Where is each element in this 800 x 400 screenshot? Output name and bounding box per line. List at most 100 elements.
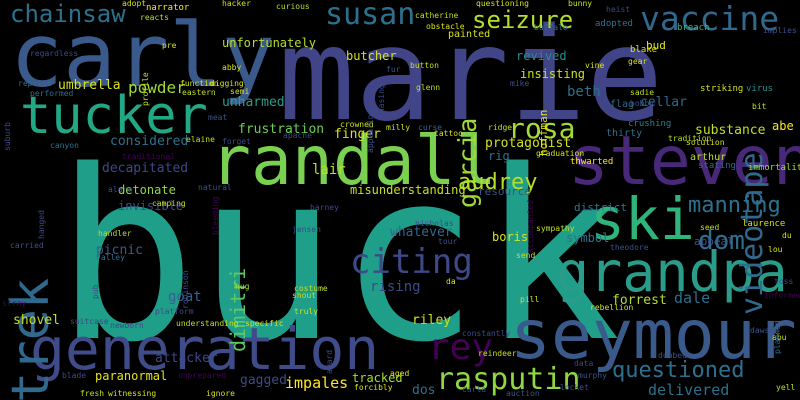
word-revived: revived — [516, 49, 567, 63]
word-meat: meat — [208, 113, 228, 122]
word-adopt: adopt — [122, 0, 147, 8]
word-bunny: bunny — [568, 0, 593, 8]
word-paranormal: paranormal — [95, 369, 168, 383]
word-gagged: gagged — [240, 373, 287, 388]
word-hacker: hacker — [222, 0, 251, 8]
word-marie: marie — [278, 1, 664, 150]
word-detonate: detonate — [118, 183, 176, 197]
word-yell: yell — [776, 383, 796, 392]
word-handler: handler — [98, 229, 132, 238]
word-data: data — [574, 359, 594, 368]
word-fresh: fresh — [80, 389, 105, 398]
word-rasputin: rasputin — [436, 362, 581, 397]
word-pill: pill — [520, 295, 540, 304]
word-digging: digging — [210, 79, 244, 88]
word-blake: blake — [630, 45, 658, 55]
word-locket: locket — [560, 383, 589, 392]
word-invisible: invisible — [118, 199, 184, 213]
word-nicholas: nicholas — [415, 219, 454, 228]
word-grandpa: grandpa — [556, 240, 788, 304]
word-stray: stray — [2, 299, 27, 308]
word-suburb: suburb — [3, 122, 12, 151]
word-dubbed: dubbed — [658, 351, 687, 360]
word-costume: costume — [294, 284, 328, 293]
word-forcibly: forcibly — [354, 383, 393, 392]
word-rebellion: rebellion — [590, 303, 634, 312]
word-buck: buck — [55, 121, 621, 394]
word-attacker: attacker — [155, 351, 218, 366]
word-du: du — [782, 231, 792, 240]
word-seizure: seizure — [472, 6, 574, 34]
word-carried: carried — [10, 241, 44, 250]
word-rising: rising — [370, 279, 421, 295]
word-ridge: ridge — [488, 123, 513, 132]
word-dos: dos — [412, 383, 436, 398]
word-robinson: robinson — [181, 270, 190, 309]
word-buffalo: buffalo — [534, 23, 568, 32]
word-insisting: insisting — [520, 67, 586, 81]
word-tattoo: tattoo — [434, 129, 463, 138]
word-dale: dale — [674, 289, 711, 307]
word-substance: substance — [695, 123, 766, 138]
word-vaccine: vaccine — [640, 0, 780, 38]
word-reprise: reprise — [18, 79, 52, 88]
word-bleeding: bleeding — [211, 196, 220, 235]
word-rig: rig — [488, 149, 510, 163]
word-dom: dom — [698, 226, 745, 256]
word-boris: boris — [492, 230, 529, 244]
word-lair: lair — [312, 162, 346, 178]
word-alarm: alarm — [108, 185, 133, 194]
word-tour: tour — [438, 237, 458, 246]
word-sympathy: sympathy — [536, 224, 575, 233]
word-umbrella: umbrella — [58, 78, 121, 93]
word-stating: stating — [698, 161, 736, 171]
word-suitcase: suitcase — [70, 317, 109, 326]
word-mike: mike — [510, 79, 530, 88]
word-immortality: immortality — [748, 163, 800, 173]
word-jensen: jensen — [292, 225, 321, 234]
word-reindeer: reindeer — [478, 349, 517, 358]
word-function: function — [180, 79, 219, 88]
word-laurence: laurence — [742, 219, 786, 229]
word-vine: vine — [585, 61, 605, 70]
word-shovel: shovel — [13, 313, 60, 328]
word-obstacle: obstacle — [426, 22, 465, 31]
word-newborn: newborn — [110, 321, 144, 330]
word-susan: susan — [325, 0, 416, 32]
word-citing: citing — [350, 242, 473, 282]
word-tracked: tracked — [352, 371, 403, 385]
word-award: award — [325, 349, 334, 374]
word-chasing: chasing — [377, 84, 386, 118]
word-semi: semi — [230, 87, 250, 96]
word-glenn: glenn — [416, 83, 441, 92]
word-riley: riley — [412, 313, 452, 328]
word-button: button — [410, 61, 439, 70]
word-manning: manning — [688, 193, 781, 218]
word-heist: heist — [606, 5, 631, 14]
word-seed: seed — [700, 223, 720, 232]
word-protagonist: protagonist — [485, 136, 572, 151]
word-hug: hug — [235, 282, 250, 291]
word-truly: truly — [294, 307, 319, 316]
word-constantly: constantly — [462, 329, 511, 338]
word-crowned: crowned — [340, 120, 374, 129]
word-apache: apache — [283, 131, 312, 140]
word-ski: ski — [590, 185, 695, 253]
word-carly: carly — [10, 4, 275, 107]
word-pre: pre — [162, 41, 177, 50]
word-witnessing: witnessing — [108, 389, 157, 398]
word-milly: milly — [386, 123, 411, 132]
word-ignore: ignore — [206, 389, 235, 398]
word-theodore: theodore — [610, 243, 649, 252]
word-send: send — [516, 251, 536, 260]
word-forget: forget — [222, 137, 251, 146]
word-bit: bit — [752, 102, 767, 111]
word-elaine: elaine — [186, 135, 215, 144]
word-resource: resource — [478, 185, 531, 198]
word-natural: natural — [198, 183, 232, 192]
word-toss: toss — [774, 277, 794, 286]
word-auction: auction — [506, 389, 540, 398]
word-forrest: forrest — [612, 293, 667, 308]
word-eastern: eastern — [182, 88, 216, 97]
